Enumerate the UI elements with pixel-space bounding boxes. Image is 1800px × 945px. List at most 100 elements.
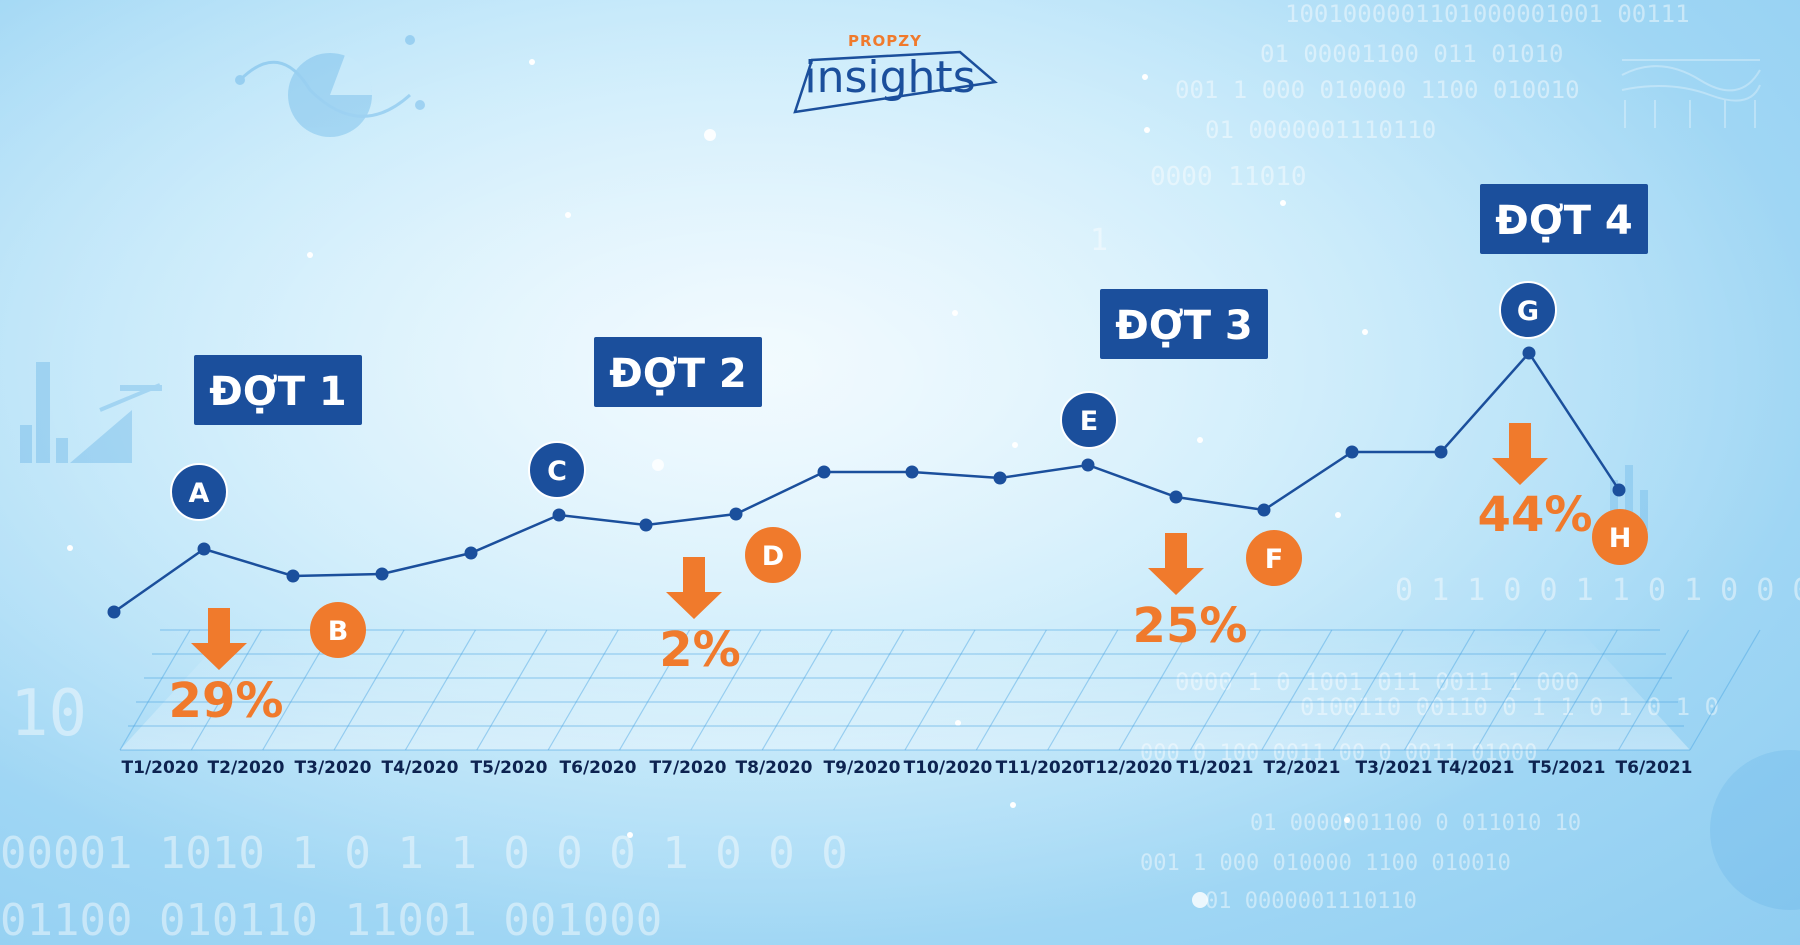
binary-text: 01 0000001110110 — [1205, 889, 1417, 914]
binary-text: 0 1 1 0 0 1 1 0 1 0 0 0 0 0 — [1395, 573, 1800, 608]
data-point — [729, 507, 743, 521]
binary-text: 01 0000001100 0 011010 10 — [1250, 811, 1581, 836]
phase-2-label: ĐỢT 2 — [609, 351, 747, 397]
drop-annotations: 29% 2% 25% 44% — [169, 423, 1593, 729]
x-axis-ticks: T1/2020 T2/2020 T3/2020 T4/2020 T5/2020 T6/20… — [122, 758, 1693, 778]
x-tick-label: T1/2021 — [1177, 758, 1254, 778]
x-tick-label: T5/2021 — [1529, 758, 1606, 778]
phase-3-label: ĐỢT 3 — [1115, 303, 1253, 349]
data-point — [1434, 445, 1448, 459]
data-point — [1345, 445, 1359, 459]
marker-b-circle — [310, 602, 366, 658]
data-point — [107, 605, 121, 619]
propzy-insights-logo: PROPZY insights — [793, 32, 998, 114]
x-tick-label: T11/2020 — [996, 758, 1085, 778]
floor-grid-line — [1618, 629, 1690, 751]
data-point — [286, 569, 300, 583]
floor-grid-line — [1261, 629, 1333, 751]
binary-text: 01100 010110 11001 001000 — [0, 895, 662, 945]
data-point — [197, 542, 211, 556]
series-line-group — [107, 346, 1626, 619]
series-line — [113, 350, 1621, 614]
drop-percent-label: 25% — [1133, 598, 1248, 654]
line-chart-decor-icon — [1621, 59, 1761, 128]
binary-text: 10 — [10, 677, 87, 751]
data-point — [464, 546, 478, 560]
logo-brand-main: insights — [804, 52, 975, 103]
perspective-floor-grid — [119, 629, 1761, 751]
marker-e-label: E — [1080, 406, 1098, 437]
drop-percent-label: 2% — [659, 622, 741, 678]
x-tick-label: T12/2020 — [1084, 758, 1173, 778]
floor-grid-line — [1404, 629, 1476, 751]
bar-chart-decor-icon — [20, 362, 162, 463]
down-arrow-icon — [1148, 533, 1204, 595]
floor-grid-line — [833, 629, 905, 751]
x-tick-label: T2/2021 — [1264, 758, 1341, 778]
floor-grid-line — [619, 629, 691, 751]
x-tick-label: T1/2020 — [122, 758, 199, 778]
binary-text: 1 — [1090, 223, 1108, 258]
down-arrow-icon — [666, 557, 722, 619]
x-tick-label: T9/2020 — [824, 758, 901, 778]
x-tick-label: T6/2020 — [560, 758, 637, 778]
sparkles — [67, 59, 1368, 908]
floor-grid-line — [476, 629, 548, 751]
marker-e-circle — [1060, 391, 1118, 449]
x-tick-label: T10/2020 — [904, 758, 993, 778]
binary-text: 00001 1010 1 0 1 1 0 0 0 1 0 0 0 — [0, 828, 848, 879]
floor-grid-line — [1332, 629, 1404, 751]
marker-a-circle — [170, 463, 228, 521]
phase-2-box — [594, 337, 762, 407]
data-point — [1081, 458, 1095, 472]
down-arrow-icon — [1492, 423, 1548, 485]
marker-a-label: A — [189, 478, 210, 509]
floor-grid-line — [690, 629, 762, 751]
binary-text: 0000 11010 — [1150, 162, 1307, 192]
logo-brand-top: PROPZY — [848, 32, 922, 50]
phase-3-box — [1100, 289, 1268, 359]
marker-d-circle — [745, 527, 801, 583]
data-point — [639, 518, 653, 532]
marker-h-label: H — [1609, 523, 1632, 554]
marker-d-label: D — [762, 541, 784, 572]
bar-decor-icon-right — [1610, 465, 1648, 530]
marker-c-circle — [528, 441, 586, 499]
floor-grid-line — [1047, 629, 1119, 751]
floor-grid-line — [975, 629, 1047, 751]
binary-text: 001 1 000 010000 1100 010010 — [1140, 851, 1511, 876]
data-point — [1522, 346, 1536, 360]
event-markers: A B C D E F G H — [170, 281, 1648, 658]
marker-b-label: B — [328, 616, 349, 647]
phase-1-box — [194, 355, 362, 425]
circle-decor — [1710, 750, 1800, 910]
floor-grid-line — [333, 629, 405, 751]
floor-plane — [120, 630, 1690, 750]
binary-text: 01 0000001110110 — [1205, 116, 1436, 144]
floor-grid-line — [761, 629, 833, 751]
phase-4-label: ĐỢT 4 — [1495, 198, 1633, 244]
drop-percent-label: 29% — [169, 673, 284, 729]
phase-labels: ĐỢT 1 ĐỢT 2 ĐỢT 3 ĐỢT 4 — [194, 184, 1648, 425]
binary-text: 01 00001100 011 01010 — [1260, 40, 1563, 68]
x-tick-label: T5/2020 — [471, 758, 548, 778]
floor-grid-line — [1546, 629, 1618, 751]
x-tick-label: T8/2020 — [736, 758, 813, 778]
floor-grid-line — [119, 629, 191, 751]
x-tick-label: T2/2020 — [208, 758, 285, 778]
phase-1-label: ĐỢT 1 — [209, 369, 347, 415]
marker-f-label: F — [1265, 544, 1283, 575]
drop-percent-label: 44% — [1478, 487, 1593, 543]
marker-c-label: C — [547, 456, 567, 487]
data-point — [993, 471, 1007, 485]
floor-grid-line — [547, 629, 619, 751]
marker-f-circle — [1246, 530, 1302, 586]
pie-chart-decor-icon — [235, 35, 425, 137]
marker-g-label: G — [1517, 296, 1539, 327]
floor-grid-line — [904, 629, 976, 751]
data-point — [1169, 490, 1183, 504]
floor-grid-line — [1118, 629, 1190, 751]
phase-4-box — [1480, 184, 1648, 254]
floor-grid-line — [190, 629, 262, 751]
x-tick-label: T4/2021 — [1438, 758, 1515, 778]
